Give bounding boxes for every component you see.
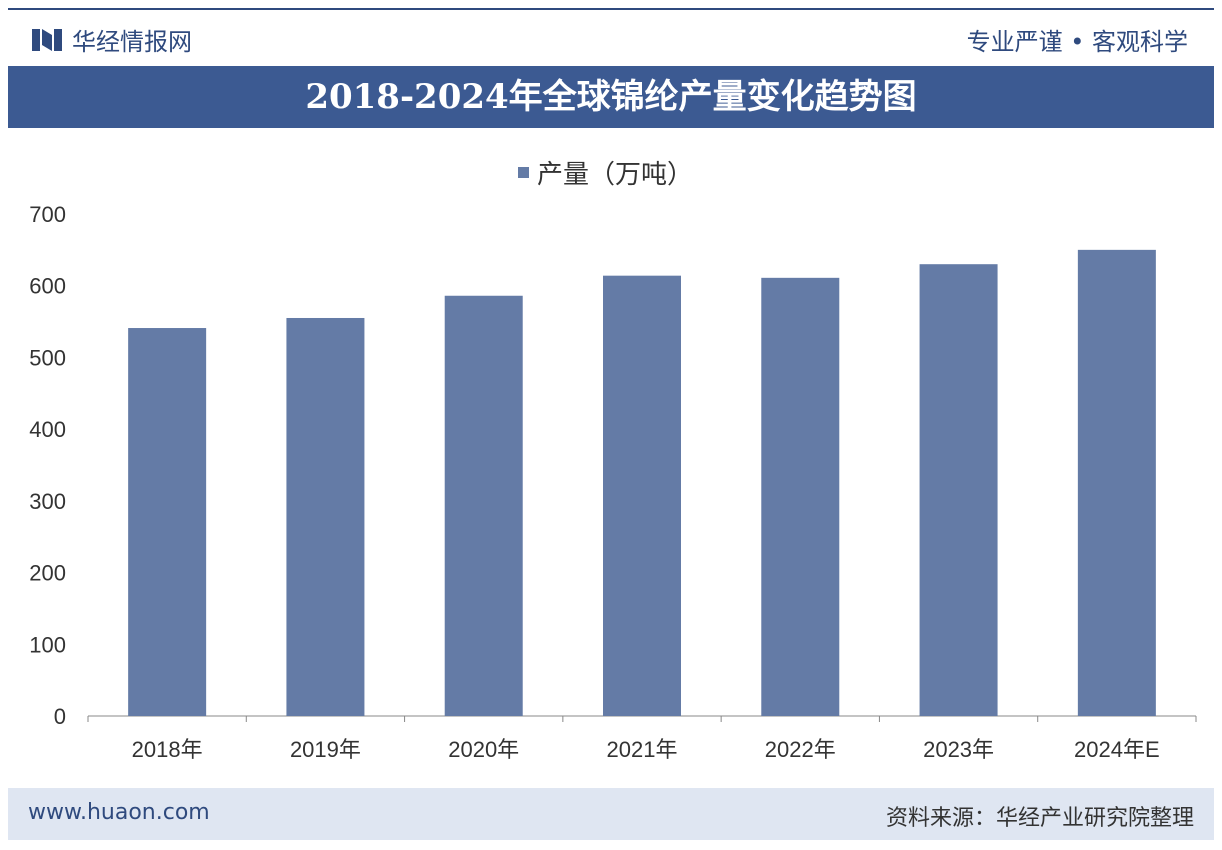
brand-logo-icon [32, 27, 62, 53]
bar [603, 275, 681, 716]
x-tick-label: 2021年 [607, 737, 678, 762]
x-tick-label: 2023年 [923, 737, 994, 762]
top-divider [8, 8, 1214, 10]
y-tick-label: 700 [29, 202, 66, 227]
chart-title: 2018-2024年全球锦纶产量变化趋势图 [8, 66, 1214, 128]
y-tick-label: 0 [54, 704, 66, 729]
x-tick-label: 2024年E [1074, 737, 1160, 762]
y-tick-label: 100 [29, 632, 66, 657]
x-tick-label: 2022年 [765, 737, 836, 762]
x-tick-label: 2020年 [448, 737, 519, 762]
bar [919, 264, 998, 716]
brand: 华经情报网 [32, 22, 192, 57]
bar [128, 328, 207, 716]
y-tick-label: 200 [29, 561, 66, 586]
x-tick-label: 2018年 [132, 737, 203, 762]
bar [761, 277, 840, 716]
bar [1077, 249, 1156, 716]
legend-swatch [518, 167, 529, 178]
y-tick-label: 400 [29, 417, 66, 442]
bar [286, 317, 365, 716]
brand-name: 华经情报网 [72, 28, 192, 56]
y-tick-label: 600 [29, 274, 66, 299]
footer: www.huaon.com 资料来源：华经产业研究院整理 [8, 788, 1214, 840]
y-tick-label: 500 [29, 345, 66, 370]
website: www.huaon.com [28, 800, 210, 825]
slogan: 专业严谨 • 客观科学 [966, 28, 1188, 56]
legend-label: 产量（万吨） [537, 160, 694, 190]
x-tick-label: 2019年 [290, 737, 361, 762]
legend: 产量（万吨） [518, 154, 693, 191]
bar [444, 295, 523, 716]
source-note: 资料来源：华经产业研究院整理 [885, 806, 1194, 831]
y-tick-label: 300 [29, 489, 66, 514]
